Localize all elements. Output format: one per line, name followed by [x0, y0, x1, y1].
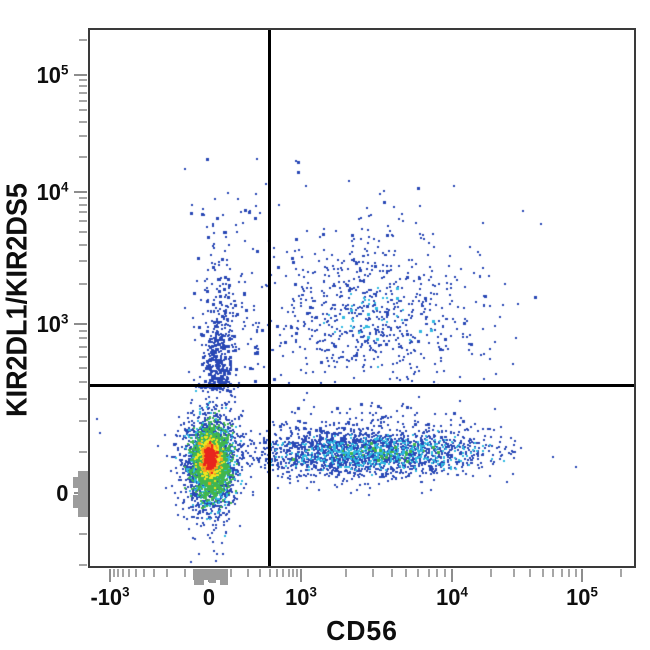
y-axis-minor-tick — [79, 156, 87, 158]
x-axis-minor-tick — [184, 569, 186, 577]
y-axis-minor-tick — [79, 79, 87, 81]
x-axis-major-tick — [451, 569, 453, 582]
y-axis-minor-tick — [79, 337, 87, 339]
y-axis-minor-tick — [79, 244, 87, 246]
x-axis-zero-band-notch — [194, 580, 204, 585]
x-axis-minor-tick — [575, 569, 577, 577]
x-tick-label: 105 — [566, 583, 598, 610]
x-axis-minor-tick — [490, 569, 492, 577]
y-axis-minor-tick — [79, 260, 87, 262]
x-axis-minor-tick — [117, 569, 119, 577]
x-axis-minor-tick — [247, 569, 249, 577]
x-axis-major-tick — [109, 569, 111, 582]
y-axis-minor-tick — [79, 220, 87, 222]
x-axis-zero-band-notch — [209, 580, 216, 583]
x-tick-label: -103 — [90, 583, 130, 610]
x-axis-minor-tick — [269, 569, 271, 577]
x-axis-minor-tick — [561, 569, 563, 577]
y-tick-label: 104 — [36, 178, 69, 205]
y-axis-minor-tick — [79, 231, 87, 233]
y-axis-minor-tick — [79, 451, 87, 453]
y-axis-minor-tick — [79, 330, 87, 332]
y-axis-minor-tick — [79, 135, 87, 137]
plot-area — [88, 28, 636, 568]
y-axis-zero-band-notch — [73, 477, 78, 488]
x-axis-minor-tick — [153, 569, 155, 577]
x-axis-minor-tick — [128, 569, 130, 577]
y-axis-major-tick — [74, 323, 87, 325]
y-axis-minor-tick — [79, 121, 87, 123]
x-axis-minor-tick — [372, 569, 374, 577]
x-axis-zero-band — [193, 569, 228, 580]
x-axis-minor-tick — [542, 569, 544, 577]
x-axis-minor-tick — [552, 569, 554, 577]
x-axis-minor-tick — [513, 569, 515, 577]
x-axis-minor-tick — [620, 569, 622, 577]
y-axis-minor-tick — [79, 109, 87, 111]
x-axis-zero-band-notch — [220, 580, 228, 585]
y-axis-minor-tick — [79, 356, 87, 358]
quadrant-gate-horizontal — [90, 384, 634, 387]
y-axis-minor-tick — [79, 533, 87, 535]
x-axis-minor-tick — [444, 569, 446, 577]
x-tick-label: 0 — [202, 584, 216, 610]
x-axis-minor-tick — [135, 569, 137, 577]
y-axis-zero-band-notch — [73, 495, 78, 508]
y-tick-label: 105 — [36, 61, 69, 88]
y-axis-minor-tick — [79, 39, 87, 41]
y-axis-zero-band — [78, 471, 88, 517]
x-axis-minor-tick — [122, 569, 124, 577]
x-tick-label: 103 — [285, 583, 317, 610]
y-tick-label: 0 — [56, 480, 69, 506]
x-axis-title: CD56 — [326, 615, 398, 646]
x-axis-minor-tick — [436, 569, 438, 577]
y-axis-minor-tick — [79, 92, 87, 94]
x-axis-minor-tick — [428, 569, 430, 577]
x-axis-minor-tick — [292, 569, 294, 577]
x-axis-minor-tick — [417, 569, 419, 577]
y-axis-minor-tick — [79, 283, 87, 285]
y-axis-title: KIR2DL1/KIR2DS5 — [1, 183, 34, 417]
x-axis-minor-tick — [113, 569, 115, 577]
x-axis-minor-tick — [166, 569, 168, 577]
x-axis-major-tick — [300, 569, 302, 582]
x-axis-minor-tick — [529, 569, 531, 577]
y-axis-major-tick — [74, 74, 87, 76]
x-axis-minor-tick — [296, 569, 298, 577]
x-tick-label: 104 — [436, 583, 468, 610]
x-axis-minor-tick — [391, 569, 393, 577]
y-axis-minor-tick — [79, 85, 87, 87]
x-axis-minor-tick — [345, 569, 347, 577]
y-axis-minor-tick — [79, 204, 87, 206]
x-axis-minor-tick — [143, 569, 145, 577]
quadrant-gate-vertical — [268, 30, 271, 566]
y-axis-minor-tick — [79, 211, 87, 213]
y-tick-label: 103 — [36, 310, 69, 337]
x-axis-minor-tick — [282, 569, 284, 577]
y-axis-minor-tick — [79, 420, 87, 422]
y-axis-minor-tick — [79, 197, 87, 199]
x-axis-minor-tick — [259, 569, 261, 577]
x-axis-minor-tick — [230, 569, 232, 577]
y-axis-minor-tick — [79, 100, 87, 102]
x-axis-minor-tick — [288, 569, 290, 577]
x-axis-minor-tick — [276, 569, 278, 577]
density-dots-canvas — [90, 30, 634, 566]
x-axis-major-tick — [581, 569, 583, 582]
y-axis-minor-tick — [79, 346, 87, 348]
x-axis-minor-tick — [405, 569, 407, 577]
y-axis-minor-tick — [79, 398, 87, 400]
y-axis-minor-tick — [79, 564, 87, 566]
y-axis-minor-tick — [79, 367, 87, 369]
y-axis-major-tick — [74, 191, 87, 193]
y-axis-minor-tick — [79, 381, 87, 383]
x-axis-minor-tick — [568, 569, 570, 577]
